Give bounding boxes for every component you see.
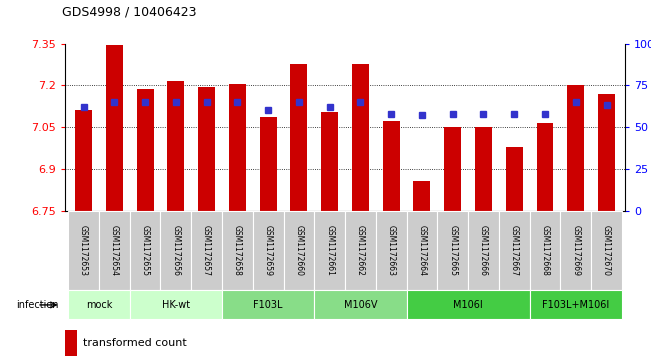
Bar xyxy=(198,87,215,211)
Text: infection: infection xyxy=(16,300,59,310)
Text: GSM1172660: GSM1172660 xyxy=(294,225,303,276)
Text: GDS4998 / 10406423: GDS4998 / 10406423 xyxy=(62,5,197,18)
Bar xyxy=(413,182,430,211)
Bar xyxy=(314,211,345,290)
Bar xyxy=(130,290,222,319)
Bar xyxy=(530,211,561,290)
Bar xyxy=(499,211,530,290)
Bar xyxy=(407,211,437,290)
Text: mock: mock xyxy=(86,300,112,310)
Text: GSM1172659: GSM1172659 xyxy=(264,225,273,276)
Bar xyxy=(468,211,499,290)
Bar xyxy=(314,290,407,319)
Text: GSM1172667: GSM1172667 xyxy=(510,225,519,276)
Bar xyxy=(68,290,130,319)
Bar xyxy=(561,211,591,290)
Text: M106I: M106I xyxy=(453,300,483,310)
Text: GSM1172656: GSM1172656 xyxy=(171,225,180,276)
Text: GSM1172662: GSM1172662 xyxy=(356,225,365,276)
Bar xyxy=(407,290,530,319)
Bar xyxy=(75,110,92,211)
Bar xyxy=(598,94,615,211)
Bar xyxy=(191,211,222,290)
Text: GSM1172654: GSM1172654 xyxy=(110,225,119,276)
Text: GSM1172663: GSM1172663 xyxy=(387,225,396,276)
Bar xyxy=(383,122,400,211)
Bar xyxy=(530,290,622,319)
Bar xyxy=(376,211,407,290)
Bar xyxy=(352,65,369,211)
Text: GSM1172669: GSM1172669 xyxy=(571,225,580,276)
Bar xyxy=(437,211,468,290)
Bar xyxy=(283,211,314,290)
Text: GSM1172670: GSM1172670 xyxy=(602,225,611,276)
Bar xyxy=(99,211,130,290)
Bar xyxy=(567,85,584,211)
Bar xyxy=(591,211,622,290)
Bar xyxy=(160,211,191,290)
Bar xyxy=(229,84,246,211)
Bar xyxy=(130,211,160,290)
Text: GSM1172661: GSM1172661 xyxy=(325,225,334,276)
Bar xyxy=(321,112,338,211)
Bar xyxy=(65,330,77,356)
Text: F103L+M106I: F103L+M106I xyxy=(542,300,609,310)
Text: transformed count: transformed count xyxy=(83,338,187,348)
Bar xyxy=(260,117,277,211)
Bar xyxy=(68,211,99,290)
Bar xyxy=(475,127,492,211)
Text: GSM1172657: GSM1172657 xyxy=(202,225,211,276)
Bar xyxy=(137,90,154,211)
Bar xyxy=(345,211,376,290)
Bar xyxy=(536,123,553,211)
Bar xyxy=(444,127,461,211)
Text: GSM1172655: GSM1172655 xyxy=(141,225,150,276)
Bar xyxy=(222,290,314,319)
Text: HK-wt: HK-wt xyxy=(162,300,190,310)
Text: GSM1172666: GSM1172666 xyxy=(479,225,488,276)
Text: GSM1172653: GSM1172653 xyxy=(79,225,88,276)
Bar xyxy=(222,211,253,290)
Bar xyxy=(253,211,283,290)
Bar xyxy=(290,65,307,211)
Text: F103L: F103L xyxy=(253,300,283,310)
Bar xyxy=(167,81,184,211)
Text: GSM1172658: GSM1172658 xyxy=(233,225,242,276)
Text: GSM1172665: GSM1172665 xyxy=(448,225,457,276)
Bar xyxy=(106,45,123,211)
Text: M106V: M106V xyxy=(344,300,377,310)
Bar xyxy=(506,147,523,211)
Text: GSM1172668: GSM1172668 xyxy=(540,225,549,276)
Text: GSM1172664: GSM1172664 xyxy=(417,225,426,276)
